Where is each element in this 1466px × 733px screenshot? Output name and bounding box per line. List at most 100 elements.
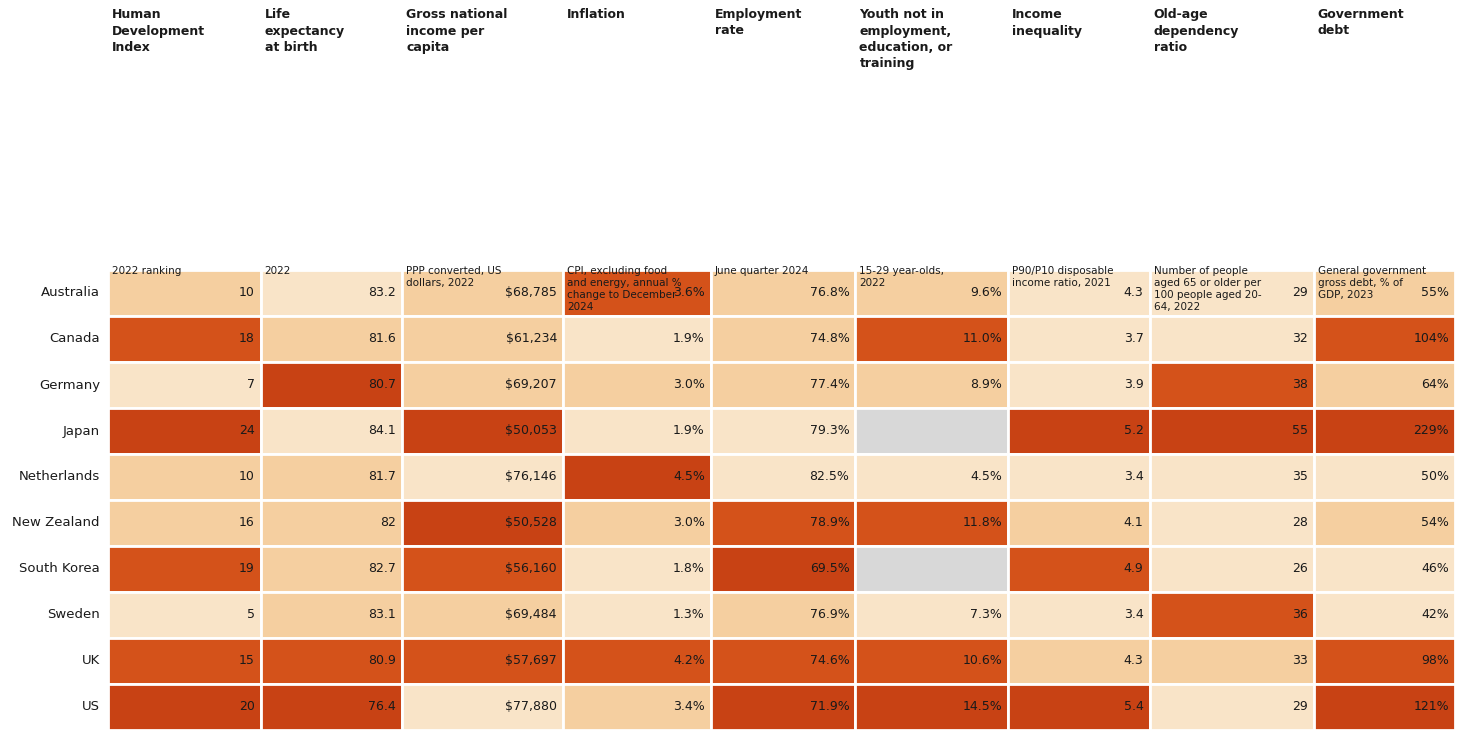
Text: 10: 10 <box>239 287 255 300</box>
Bar <box>1314 592 1454 638</box>
Text: US: US <box>82 701 100 713</box>
Text: Netherlands: Netherlands <box>19 471 100 484</box>
Text: 2022 ranking: 2022 ranking <box>111 266 182 276</box>
Text: 42%: 42% <box>1421 608 1448 622</box>
Text: 15: 15 <box>239 655 255 668</box>
Text: 4.9: 4.9 <box>1124 562 1143 575</box>
Text: 1.3%: 1.3% <box>673 608 705 622</box>
Text: Number of people
aged 65 or older per
100 people aged 20-
64, 2022: Number of people aged 65 or older per 10… <box>1154 266 1261 312</box>
Text: 81.7: 81.7 <box>368 471 396 484</box>
Text: 3.4: 3.4 <box>1124 608 1143 622</box>
Text: 76.4: 76.4 <box>368 701 396 713</box>
Text: 4.5%: 4.5% <box>970 471 1003 484</box>
Bar <box>261 270 402 316</box>
Text: Youth not in
employment,
education, or
training: Youth not in employment, education, or t… <box>859 8 953 70</box>
Bar <box>261 316 402 362</box>
Text: 76.8%: 76.8% <box>809 287 849 300</box>
Text: $77,880: $77,880 <box>504 701 557 713</box>
Text: 81.6: 81.6 <box>368 333 396 345</box>
Text: 80.9: 80.9 <box>368 655 396 668</box>
Text: 98%: 98% <box>1421 655 1448 668</box>
Bar <box>108 546 261 592</box>
Bar <box>711 638 856 684</box>
Bar <box>1149 592 1314 638</box>
Bar <box>261 546 402 592</box>
Bar <box>402 454 563 500</box>
Text: 1.8%: 1.8% <box>673 562 705 575</box>
Text: UK: UK <box>82 655 100 668</box>
Bar <box>1009 546 1149 592</box>
Bar <box>711 362 856 408</box>
Bar <box>1149 408 1314 454</box>
Bar <box>402 316 563 362</box>
Text: 33: 33 <box>1292 655 1308 668</box>
Text: 29: 29 <box>1292 701 1308 713</box>
Bar <box>108 684 261 730</box>
Bar <box>1149 500 1314 546</box>
Text: 3.4: 3.4 <box>1124 471 1143 484</box>
Text: 36: 36 <box>1292 608 1308 622</box>
Text: 50%: 50% <box>1421 471 1448 484</box>
Bar <box>261 362 402 408</box>
Bar <box>1149 546 1314 592</box>
Text: 46%: 46% <box>1421 562 1448 575</box>
Bar <box>711 546 856 592</box>
Bar <box>1314 638 1454 684</box>
Text: 35: 35 <box>1292 471 1308 484</box>
Text: 54%: 54% <box>1421 517 1448 529</box>
Text: 55: 55 <box>1292 424 1308 438</box>
Text: 1.9%: 1.9% <box>673 424 705 438</box>
Bar <box>1149 454 1314 500</box>
Bar <box>1009 408 1149 454</box>
Text: Japan: Japan <box>63 424 100 438</box>
Bar <box>108 362 261 408</box>
Bar <box>1314 270 1454 316</box>
Text: 11.0%: 11.0% <box>962 333 1003 345</box>
Text: $56,160: $56,160 <box>506 562 557 575</box>
Bar <box>563 270 711 316</box>
Bar <box>856 684 1009 730</box>
Bar <box>563 592 711 638</box>
Text: 5: 5 <box>246 608 255 622</box>
Bar <box>108 316 261 362</box>
Text: South Korea: South Korea <box>19 562 100 575</box>
Bar <box>856 546 1009 592</box>
Text: 16: 16 <box>239 517 255 529</box>
Bar <box>563 408 711 454</box>
Text: 15-29 year-olds,
2022: 15-29 year-olds, 2022 <box>859 266 944 288</box>
Bar <box>261 408 402 454</box>
Bar <box>856 454 1009 500</box>
Text: 24: 24 <box>239 424 255 438</box>
Bar <box>1314 316 1454 362</box>
Text: Germany: Germany <box>40 378 100 391</box>
Text: 10.6%: 10.6% <box>962 655 1003 668</box>
Text: New Zealand: New Zealand <box>13 517 100 529</box>
Bar <box>402 592 563 638</box>
Text: 4.2%: 4.2% <box>673 655 705 668</box>
Bar <box>1149 316 1314 362</box>
Bar <box>563 638 711 684</box>
Bar <box>563 684 711 730</box>
Bar <box>711 592 856 638</box>
Bar <box>856 500 1009 546</box>
Bar <box>1009 316 1149 362</box>
Text: 78.9%: 78.9% <box>809 517 849 529</box>
Bar <box>563 500 711 546</box>
Text: 3.4%: 3.4% <box>673 701 705 713</box>
Bar <box>402 638 563 684</box>
Text: 229%: 229% <box>1413 424 1448 438</box>
Bar <box>711 500 856 546</box>
Text: Life
expectancy
at birth: Life expectancy at birth <box>265 8 345 54</box>
Text: 11.8%: 11.8% <box>962 517 1003 529</box>
Bar <box>1314 500 1454 546</box>
Text: 14.5%: 14.5% <box>962 701 1003 713</box>
Bar <box>402 362 563 408</box>
Text: 82.5%: 82.5% <box>809 471 849 484</box>
Text: Government
debt: Government debt <box>1318 8 1404 37</box>
Bar <box>1314 684 1454 730</box>
Text: 4.5%: 4.5% <box>673 471 705 484</box>
Bar <box>261 638 402 684</box>
Text: 1.9%: 1.9% <box>673 333 705 345</box>
Text: $76,146: $76,146 <box>506 471 557 484</box>
Text: Inflation: Inflation <box>567 8 626 21</box>
